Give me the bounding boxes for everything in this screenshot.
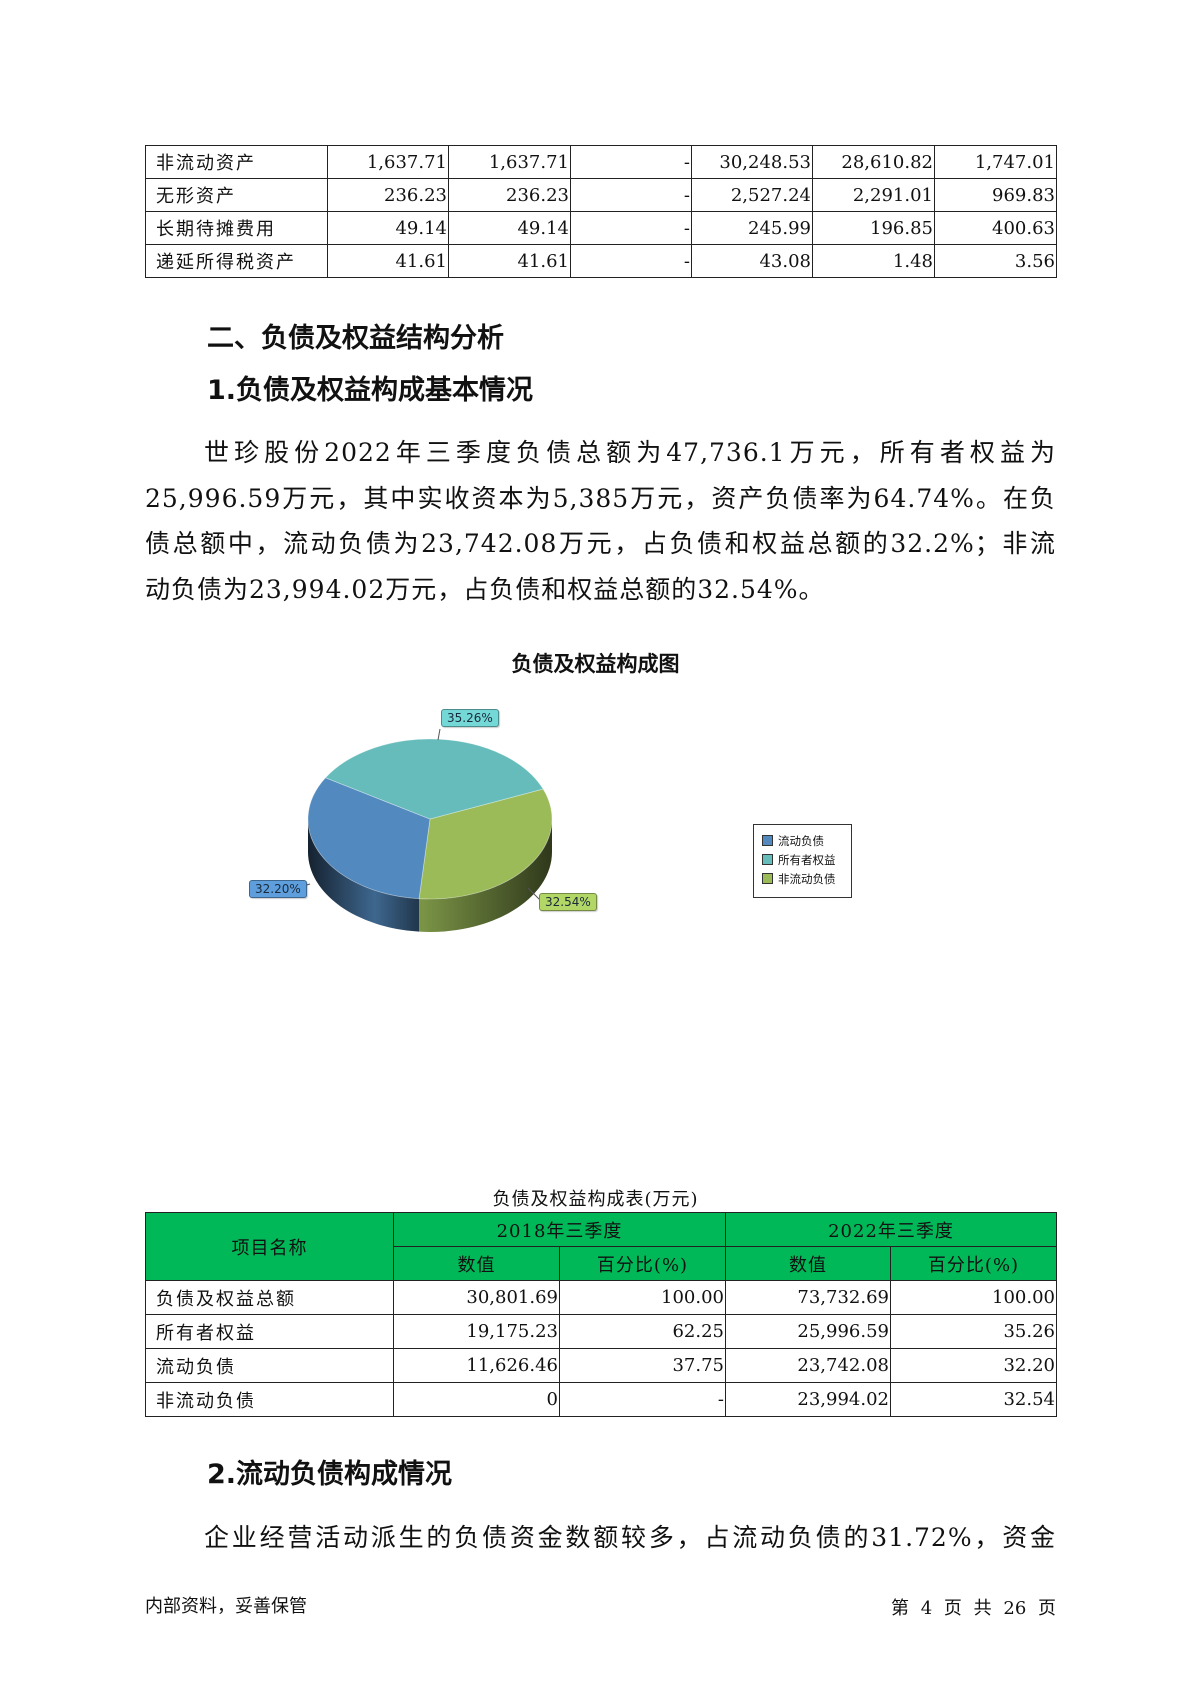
- row-label: 流动负债: [145, 1348, 394, 1383]
- legend-label: 流动负债: [778, 833, 824, 848]
- cell-value: 41.61: [448, 244, 571, 278]
- cell-value: -: [570, 145, 692, 179]
- footer-confidential: 内部资料，妥善保管: [145, 1596, 307, 1617]
- cell-value: 49.14: [448, 211, 571, 245]
- section-heading: 二、负债及权益结构分析: [207, 323, 504, 354]
- row-label: 负债及权益总额: [145, 1280, 394, 1315]
- cell-value: 23,994.02: [725, 1382, 891, 1417]
- paragraph-line: 债总额中，流动负债为23,742.08万元，占负债和权益总额的32.2%；非流: [145, 529, 1056, 558]
- cell-value: 32.20: [890, 1348, 1057, 1383]
- row-label: 递延所得税资产: [145, 244, 328, 278]
- sub-heading-2: 2.流动负债构成情况: [207, 1459, 453, 1490]
- cell-value: 100.00: [559, 1280, 726, 1315]
- cell-value: 0: [393, 1382, 560, 1417]
- table-row: 所有者权益 19,175.23 62.25 25,996.59 35.26: [145, 1314, 1057, 1349]
- liability-table: 项目名称 2018年三季度 2022年三季度 数值 百分比(%) 数值 百分比(…: [145, 1212, 1057, 1417]
- cell-value: 1.48: [812, 244, 935, 278]
- cell-value: 32.54: [890, 1382, 1057, 1417]
- footer-page-number: 第 4 页 共 26 页: [891, 1598, 1056, 1619]
- cell-value: 3.56: [934, 244, 1057, 278]
- header-sub: 百分比(%): [890, 1246, 1057, 1281]
- row-label: 非流动负债: [145, 1382, 394, 1417]
- table-row: 无形资产 236.23 236.23-2,527.24 2,291.01 969.83: [145, 178, 1057, 212]
- cell-value: 62.25: [559, 1314, 726, 1349]
- legend-label: 所有者权益: [778, 852, 836, 867]
- pie-slice: [307, 777, 431, 900]
- header-period: 2022年三季度: [725, 1212, 1057, 1247]
- cell-value: 23,742.08: [725, 1348, 891, 1383]
- cell-value: 400.63: [934, 211, 1057, 245]
- data-label: 32.20%: [249, 880, 307, 898]
- paragraph-line: 动负债为23,994.02万元，占负债和权益总额的32.54%。: [145, 575, 825, 604]
- header-sub: 数值: [393, 1246, 560, 1281]
- header-sub: 百分比(%): [559, 1246, 726, 1281]
- row-label: 非流动资产: [145, 145, 328, 179]
- row-label: 长期待摊费用: [145, 211, 328, 245]
- cell-value: 969.83: [934, 178, 1057, 212]
- cell-value: 43.08: [691, 244, 813, 278]
- pie-slice-side: [308, 819, 420, 932]
- cell-value: 245.99: [691, 211, 813, 245]
- paragraph-line: 世珍股份2022年三季度负债总额为47,736.1万元，所有者权益为: [204, 438, 1056, 467]
- cell-value: 1,637.71: [327, 145, 449, 179]
- table-row: 非流动资产 1,637.71 1,637.71-30,248.53 28,610.82…: [145, 145, 1057, 179]
- table-row: 非流动负债 0-23,994.02 32.54: [145, 1382, 1057, 1417]
- chart-title: 负债及权益构成图: [511, 652, 680, 676]
- cell-value: 1,747.01: [934, 145, 1057, 179]
- data-label: 35.26%: [441, 709, 499, 727]
- sub-heading-1: 1.负债及权益构成基本情况: [207, 375, 534, 406]
- cell-value: -: [559, 1382, 726, 1417]
- paragraph-line: 25,996.59万元，其中实收资本为5,385万元，资产负债率为64.74%。…: [145, 484, 1056, 513]
- table-row: 长期待摊费用 49.14 49.14-245.99 196.85 400.63: [145, 211, 1057, 245]
- table-row: 负债及权益总额 30,801.69 100.00 73,732.69 100.00: [145, 1280, 1057, 1315]
- legend-item: 非流动负债: [762, 869, 851, 888]
- legend-item: 所有者权益: [762, 850, 851, 869]
- cell-value: 73,732.69: [725, 1280, 891, 1315]
- cell-value: 37.75: [559, 1348, 726, 1383]
- cell-value: 100.00: [890, 1280, 1057, 1315]
- cell-value: 30,801.69: [393, 1280, 560, 1315]
- header-period: 2018年三季度: [393, 1212, 726, 1247]
- table-caption: 负债及权益构成表(万元): [492, 1189, 699, 1210]
- cell-value: 30,248.53: [691, 145, 813, 179]
- legend-swatch: [762, 835, 773, 846]
- cell-value: 236.23: [448, 178, 571, 212]
- header-sub: 数值: [725, 1246, 891, 1281]
- data-label: 32.54%: [539, 893, 597, 911]
- table-row: 流动负债 11,626.46 37.75 23,742.08 32.20: [145, 1348, 1057, 1383]
- pie-chart: [299, 728, 553, 932]
- row-label: 所有者权益: [145, 1314, 394, 1349]
- cell-value: 19,175.23: [393, 1314, 560, 1349]
- legend-swatch: [762, 854, 773, 865]
- legend-item: 流动负债: [762, 831, 851, 850]
- cell-value: 35.26: [890, 1314, 1057, 1349]
- legend-label: 非流动负债: [778, 871, 836, 886]
- pie-slice-side: [419, 819, 552, 932]
- header-item: 项目名称: [145, 1212, 394, 1281]
- table-row: 递延所得税资产 41.61 41.61-43.08 1.48 3.56: [145, 244, 1057, 278]
- cell-value: 28,610.82: [812, 145, 935, 179]
- leader-line: [527, 887, 541, 901]
- chart-legend: 流动负债所有者权益非流动负债: [753, 824, 852, 898]
- leader-line: [437, 728, 441, 741]
- legend-swatch: [762, 873, 773, 884]
- cell-value: 11,626.46: [393, 1348, 560, 1383]
- paragraph-line: 企业经营活动派生的负债资金数额较多，占流动负债的31.72%，资金: [204, 1523, 1056, 1552]
- cell-value: 41.61: [327, 244, 449, 278]
- asset-table: 非流动资产 1,637.71 1,637.71-30,248.53 28,610.82…: [145, 145, 1057, 278]
- row-label: 无形资产: [145, 178, 328, 212]
- pie-slice: [418, 788, 553, 900]
- pie-slice: [324, 738, 544, 820]
- cell-value: 25,996.59: [725, 1314, 891, 1349]
